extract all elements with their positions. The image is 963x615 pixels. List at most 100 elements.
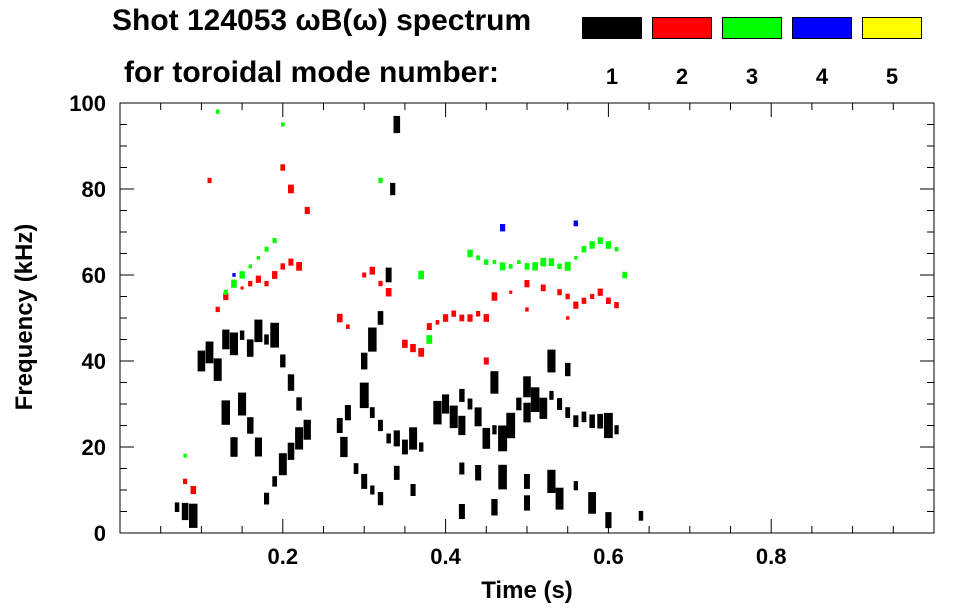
spectrum-point <box>605 512 612 529</box>
spectrum-point <box>565 293 570 300</box>
axis-tick-labels: 0.2 0.4 0.6 0.8 0 20 40 60 80 100 <box>69 91 786 569</box>
spectrum-point <box>378 280 383 287</box>
spectrum-point <box>557 398 563 410</box>
spectrum-point <box>622 271 627 279</box>
spectrum-point <box>230 437 238 457</box>
spectrum-point <box>288 258 294 266</box>
spectrum-point <box>492 260 497 265</box>
y-tick-label: 100 <box>69 91 106 116</box>
spectrum-point <box>419 442 424 452</box>
spectrum-point <box>491 499 498 516</box>
spectrum-point <box>500 224 506 232</box>
spectrum-point <box>539 397 548 419</box>
spectrum-point <box>353 463 359 474</box>
plot-border <box>119 102 935 534</box>
spectrum-point <box>359 382 369 409</box>
spectrum-point <box>597 413 604 429</box>
spectrum-point <box>304 206 310 215</box>
series-mode-2 <box>183 164 619 495</box>
spectrum-point <box>516 397 522 411</box>
spectrum-point <box>442 314 449 322</box>
spectrum-point <box>549 390 554 400</box>
spectrum-point <box>232 273 236 277</box>
spectrum-point <box>402 339 408 348</box>
spectrum-point <box>499 262 506 271</box>
spectrum-point <box>238 392 247 416</box>
spectrum-point <box>385 288 392 297</box>
spectrum-point <box>547 469 556 493</box>
spectrum-point <box>523 402 531 423</box>
spectrum-point <box>278 453 287 476</box>
spectrum-point <box>540 257 547 267</box>
series-mode-4 <box>232 220 578 277</box>
spectrum-point <box>256 255 261 260</box>
spectrum-point <box>509 290 513 294</box>
spectrum-point <box>573 415 579 428</box>
chart-title: Shot 124053 ωB(ω) spectrum <box>112 4 532 37</box>
spectrum-point <box>247 417 254 434</box>
spectrum-point <box>483 357 489 365</box>
spectrum-point <box>606 297 611 304</box>
spectrum-point <box>605 241 611 249</box>
spectrum-point <box>264 246 269 252</box>
spectrum-point <box>197 350 206 372</box>
chart-subtitle: for toroidal mode number: <box>124 56 499 89</box>
legend-mode-number-2: 2 <box>675 64 689 89</box>
spectrum-point <box>270 322 279 348</box>
spectrum-point <box>221 400 230 425</box>
spectrum-point <box>231 279 237 288</box>
legend-swatch-mode-5 <box>862 17 922 39</box>
spectrum-point <box>280 164 286 171</box>
spectrum-point <box>532 262 538 271</box>
spectrum-point <box>459 462 465 475</box>
legend-swatch-mode-3 <box>722 17 782 39</box>
spectrum-point <box>614 247 619 252</box>
spectrum-point <box>475 465 482 481</box>
legend-mode-number-3: 3 <box>745 64 759 89</box>
spectrum-point <box>492 425 497 435</box>
spectrum-point <box>281 122 285 127</box>
axis-ticks <box>120 102 934 534</box>
spectrum-point <box>183 478 188 485</box>
spectrum-point <box>525 307 529 312</box>
spectrum-point <box>581 246 587 253</box>
spectrum-point <box>386 433 391 444</box>
spectrum-point <box>385 267 392 283</box>
spectrum-point <box>573 481 578 491</box>
spectrum-point <box>581 411 587 423</box>
spectrum-point <box>378 419 383 432</box>
spectrum-point <box>483 314 489 322</box>
axes-frame <box>119 102 935 534</box>
legend-mode-number-5: 5 <box>885 64 899 89</box>
spectrum-point <box>410 484 416 496</box>
spectrum-point <box>264 280 269 287</box>
legend-swatch-mode-4 <box>792 17 852 39</box>
spectrum-point <box>336 313 343 323</box>
spectrum-point <box>393 465 400 480</box>
spectrum-point <box>548 258 555 266</box>
spectrum-point <box>280 263 286 270</box>
spectrum-point <box>205 341 214 364</box>
spectrum-point <box>223 292 229 301</box>
spectrum-point <box>255 275 261 283</box>
spectrum-point <box>174 502 180 512</box>
spectrum-point <box>239 271 245 279</box>
spectrum-point <box>368 327 377 352</box>
spectrum-point <box>229 332 238 356</box>
spectrum-point <box>597 237 603 244</box>
spectrum-point <box>303 419 311 440</box>
spectrum-point <box>508 264 513 269</box>
spectrum-point <box>296 262 302 271</box>
spectrum-point <box>581 297 587 304</box>
spectrum-point <box>272 271 278 279</box>
spectrum-point <box>523 376 531 398</box>
legend-swatch-mode-1 <box>582 17 642 39</box>
spectrum-point <box>506 412 516 439</box>
spectrum-point <box>442 394 450 414</box>
spectrum-point <box>369 266 375 275</box>
x-tick-label: 0.8 <box>756 544 787 569</box>
spectrum-point <box>378 177 383 184</box>
spectrum-point <box>393 430 400 447</box>
spectrum-point <box>638 510 644 521</box>
